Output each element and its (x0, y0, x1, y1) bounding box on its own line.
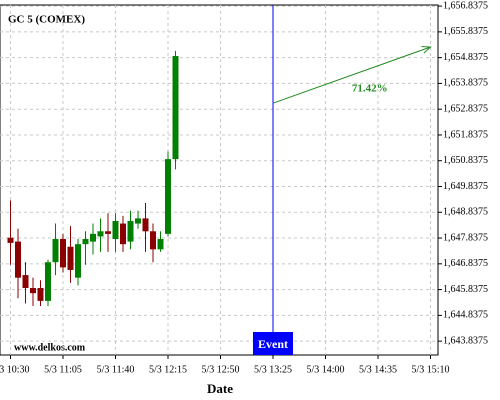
y-tick-label: 1,644.8375 (443, 310, 488, 321)
event-box (253, 332, 293, 355)
candle-body (135, 218, 141, 224)
candle-body (60, 239, 66, 268)
candle-body (22, 275, 29, 288)
arrow-head (421, 45, 432, 54)
chart-title: GC 5 (COMEX) (8, 14, 85, 26)
candle-body (172, 56, 179, 160)
candle-body (7, 237, 14, 243)
y-tick-label: 1,656.8375 (443, 0, 488, 11)
candle-body (67, 246, 74, 270)
candle-body (127, 220, 134, 242)
y-tick-label: 1,643.8375 (443, 335, 488, 346)
candle-body (37, 287, 44, 301)
x-tick-label: 5/3 11:05 (44, 364, 82, 375)
x-tick-label: 5/3 11:40 (97, 364, 135, 375)
candle-body (82, 239, 89, 245)
candle-body (150, 231, 156, 250)
x-tick-label: 5/3 12:15 (149, 364, 187, 375)
candle-body (90, 233, 96, 242)
candle-body (97, 231, 104, 237)
y-tick-label: 1,653.8375 (443, 78, 488, 89)
y-tick-label: 1,649.8375 (443, 181, 488, 192)
y-tick-label: 1,646.8375 (443, 258, 488, 269)
candle-body (165, 159, 171, 234)
candle-body (45, 262, 51, 301)
y-tick-label: 1,650.8375 (443, 155, 488, 166)
y-tick-label: 1,645.8375 (443, 284, 488, 295)
plot-area (0, 4, 439, 356)
candle-body (30, 287, 36, 294)
projection-arrow (272, 46, 431, 104)
y-tick-label: 1,648.8375 (443, 207, 488, 218)
x-tick-label: 5/3 12:50 (201, 364, 239, 375)
x-tick-label: 5/3 14:00 (306, 364, 344, 375)
candle-body (157, 239, 164, 250)
x-axis-label: Date (207, 381, 233, 396)
x-tick-label: 5/3 10:30 (0, 364, 30, 375)
x-tick-label: 5/3 15:10 (411, 364, 449, 375)
projection-label: 71.42% (352, 83, 388, 95)
watermark: www.delkos.com (14, 342, 86, 353)
y-tick-label: 1,652.8375 (443, 103, 488, 114)
candle-body (105, 231, 111, 234)
candle-body (15, 241, 21, 278)
candle-body (112, 220, 119, 240)
x-tick-label: 5/3 14:35 (359, 364, 397, 375)
candle-body (75, 244, 81, 278)
x-tick-label: 5/3 13:25 (254, 364, 292, 375)
y-tick-label: 1,647.8375 (443, 232, 488, 243)
y-tick-label: 1,654.8375 (443, 52, 488, 63)
y-tick-label: 1,651.8375 (443, 129, 488, 140)
candle-body (120, 223, 126, 245)
candle-body (52, 239, 59, 263)
event-label: Event (258, 337, 288, 351)
y-tick-label: 1,655.8375 (443, 26, 488, 37)
candle-body (142, 218, 149, 232)
